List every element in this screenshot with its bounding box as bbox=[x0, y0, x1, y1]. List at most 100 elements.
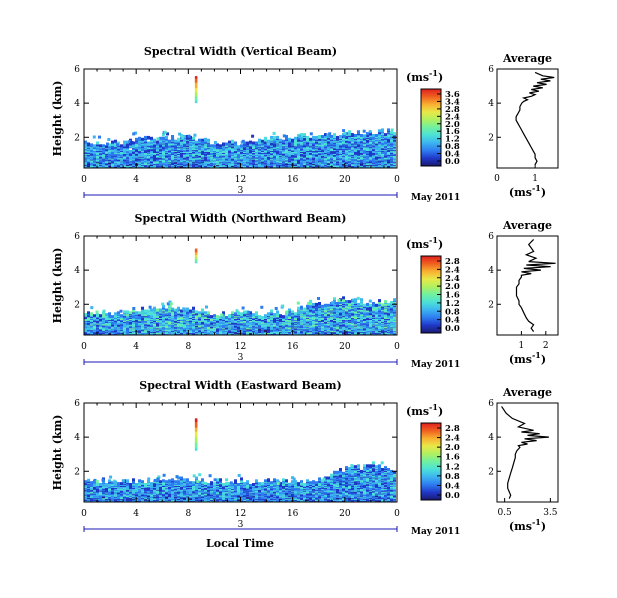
heatmap-cell bbox=[312, 325, 315, 329]
heatmap-cell bbox=[321, 135, 324, 138]
heatmap-cell bbox=[342, 129, 346, 133]
heatmap-cell bbox=[345, 132, 348, 136]
heatmap-cell bbox=[294, 140, 297, 144]
heatmap-cell bbox=[174, 308, 177, 312]
heatmap-cell bbox=[150, 150, 153, 153]
heatmap-cell bbox=[123, 140, 126, 144]
heatmap-cell bbox=[204, 311, 207, 315]
heatmap-cell bbox=[312, 312, 315, 316]
heatmap-cell bbox=[201, 158, 204, 162]
average-title: Average bbox=[502, 52, 552, 65]
date-label: May 2011 bbox=[411, 193, 460, 203]
heatmap-cell bbox=[132, 309, 135, 313]
y-tick-label: 4 bbox=[74, 99, 80, 109]
heatmap-cell bbox=[222, 157, 225, 161]
heatmap-cell bbox=[363, 153, 366, 157]
panel-vertical: Spectral Width (Vertical Beam)0 4 8 12 16 20 0… bbox=[51, 45, 559, 203]
heatmap-cell bbox=[171, 317, 174, 320]
heatmap-cell bbox=[195, 312, 198, 316]
heatmap-cell bbox=[138, 313, 141, 317]
heatmap-cell bbox=[162, 304, 165, 308]
heatmap-cell bbox=[111, 158, 114, 162]
heatmap-cell bbox=[318, 321, 321, 325]
heatmap-cell bbox=[240, 155, 243, 159]
heatmap-cell bbox=[363, 134, 367, 138]
heatmap-cell bbox=[144, 153, 147, 157]
heatmap-cell bbox=[99, 158, 102, 162]
unit-close: ) bbox=[541, 186, 546, 199]
heatmap-cell bbox=[321, 139, 324, 143]
heatmap-cell bbox=[177, 322, 180, 326]
heatmap-cell bbox=[147, 319, 150, 323]
heatmap-cell bbox=[150, 308, 153, 312]
colorbar-tick-label: 0.8 bbox=[445, 142, 460, 152]
heatmap-cell bbox=[273, 318, 276, 322]
unit-exp: -1 bbox=[429, 68, 438, 78]
heatmap-cell bbox=[207, 149, 210, 152]
plume-cell bbox=[194, 96, 198, 99]
heatmap-cell bbox=[195, 142, 198, 146]
heatmap-cell bbox=[306, 304, 309, 308]
heatmap-cell bbox=[114, 148, 117, 152]
heatmap-cell bbox=[198, 311, 201, 315]
heatmap-cell bbox=[129, 320, 132, 324]
heatmap-cell bbox=[336, 145, 339, 149]
heatmap-cell bbox=[90, 312, 93, 316]
heatmap-cell bbox=[366, 139, 369, 143]
heatmap-cell bbox=[108, 150, 111, 154]
heatmap-cell bbox=[258, 315, 261, 319]
heatmap-cell bbox=[156, 323, 159, 327]
heatmap-cell bbox=[351, 140, 354, 144]
heatmap-cell bbox=[90, 321, 93, 325]
day-label: 3 bbox=[238, 186, 244, 196]
heatmap-cell bbox=[387, 154, 390, 158]
heatmap-cell bbox=[204, 157, 207, 161]
plume-cell bbox=[194, 100, 198, 104]
heatmap-cell bbox=[168, 320, 171, 324]
heatmap-cell bbox=[327, 313, 330, 317]
colorbar-tick-label: 3.4 bbox=[445, 97, 460, 107]
heatmap-cell bbox=[390, 144, 393, 148]
unit-close: ) bbox=[438, 71, 443, 84]
y-tick-label: 2 bbox=[74, 133, 80, 143]
heatmap-cell bbox=[225, 150, 228, 154]
heatmap-cell bbox=[90, 143, 93, 147]
heatmap-cell bbox=[87, 157, 90, 161]
heatmap-cell bbox=[141, 144, 144, 148]
heatmap-cell bbox=[372, 151, 375, 155]
heatmap-cell bbox=[252, 141, 255, 145]
heatmap-cell bbox=[258, 317, 261, 321]
x-tick-label: 12 bbox=[235, 175, 246, 185]
heatmap-cell bbox=[267, 156, 270, 160]
heatmap-cell bbox=[279, 157, 282, 161]
heatmap-cell bbox=[174, 315, 177, 319]
heatmap-cell bbox=[270, 144, 273, 148]
heatmap-cell bbox=[99, 147, 102, 151]
heatmap-cell bbox=[288, 312, 291, 316]
heatmap-cell bbox=[378, 148, 381, 152]
heatmap-cell bbox=[213, 141, 217, 144]
heatmap-cell bbox=[144, 135, 147, 139]
heatmap-cell bbox=[195, 316, 198, 319]
heatmap-cell bbox=[279, 138, 282, 142]
heatmap-cell bbox=[171, 135, 174, 138]
heatmap-cell bbox=[255, 141, 258, 145]
heatmap-cell bbox=[108, 312, 111, 316]
heatmap-cell bbox=[297, 325, 300, 329]
heatmap-cell bbox=[108, 315, 111, 319]
heatmap-cell bbox=[372, 136, 375, 140]
heatmap-cell bbox=[189, 309, 192, 313]
heatmap-cell bbox=[321, 151, 324, 155]
heatmap-cell bbox=[303, 154, 306, 158]
colorbar-tick-label: 2.4 bbox=[445, 112, 460, 122]
heatmap-cell bbox=[114, 139, 117, 143]
heatmap-cell bbox=[315, 135, 318, 139]
heatmap-cell bbox=[225, 142, 228, 146]
heatmap-cell bbox=[183, 135, 186, 138]
heatmap-cell bbox=[309, 153, 312, 157]
heatmap-cell bbox=[93, 314, 96, 318]
heatmap-cell bbox=[102, 319, 105, 323]
heatmap-cell bbox=[153, 306, 156, 310]
heatmap-cell bbox=[237, 316, 240, 319]
heatmap-cell bbox=[159, 325, 162, 329]
